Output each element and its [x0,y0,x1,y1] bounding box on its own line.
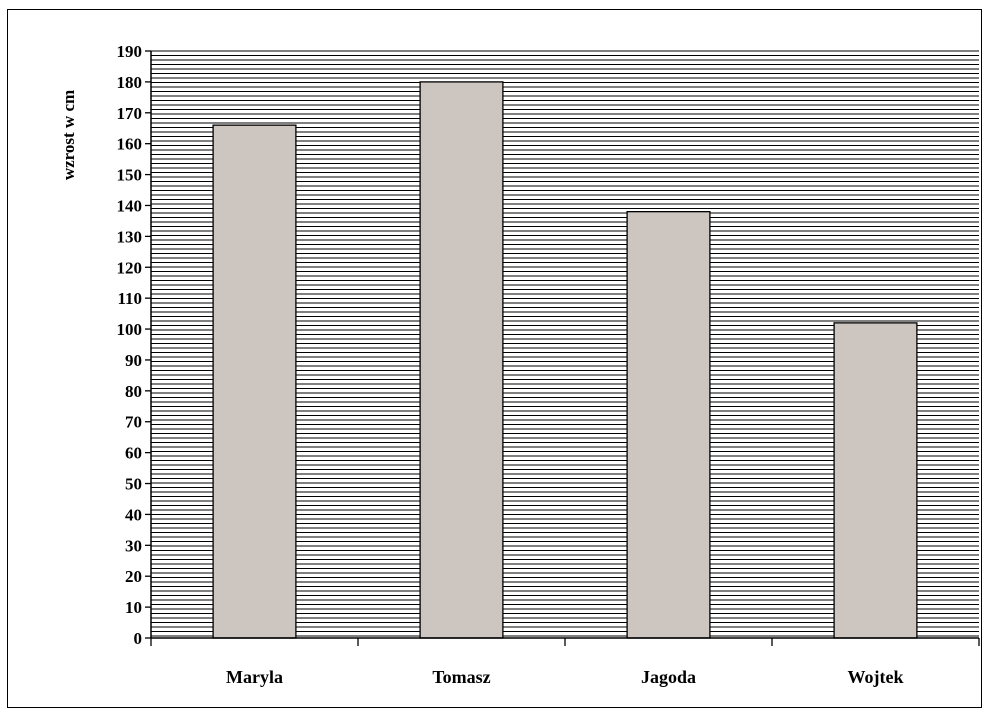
y-tick-label: 120 [117,258,143,277]
y-tick-label: 10 [125,598,142,617]
y-tick-label: 80 [125,382,142,401]
y-tick-label: 20 [125,567,142,586]
y-tick-label: 150 [117,166,143,185]
y-tick-label: 190 [117,42,143,61]
bar-tomasz [419,81,504,639]
labels: Maryla Tomasz Jagoda Wojtek 0 10 20 30 40 50 60 70 8… [117,42,904,687]
y-tick-label: 170 [117,104,143,123]
y-tick-label: 160 [117,135,143,154]
y-tick-label: 50 [125,475,142,494]
y-tick-label: 100 [117,320,143,339]
y-tick-label: 40 [125,505,142,524]
y-tick-label: 130 [117,227,143,246]
bar-maryla [212,124,297,639]
y-tick-label: 110 [117,289,142,308]
y-tick-label: 30 [125,536,142,555]
x-tick-label-tomasz: Tomasz [432,667,490,687]
x-tick-label-maryla: Maryla [226,667,283,687]
bar-wojtek [833,322,918,639]
axes [145,50,980,646]
x-tick-label-jagoda: Jagoda [641,667,696,687]
y-tick-label: 140 [117,196,143,215]
bars [212,81,918,639]
y-tick-label: 90 [125,351,142,370]
y-tick-label: 60 [125,444,142,463]
x-tick-label-wojtek: Wojtek [848,667,904,687]
y-tick-label: 0 [134,629,143,648]
bar-jagoda [626,210,711,639]
y-tick-label: 70 [125,413,142,432]
y-axis-title: wzrost w cm [59,90,78,180]
y-tick-label: 180 [117,73,143,92]
